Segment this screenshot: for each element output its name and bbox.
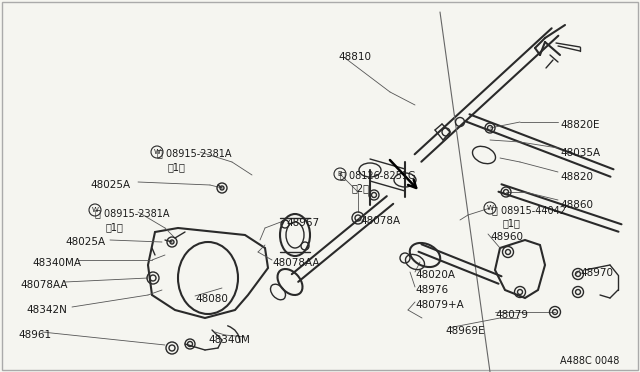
Text: W: W xyxy=(154,149,161,155)
Text: ⑗ 08915-2381A: ⑗ 08915-2381A xyxy=(157,148,232,158)
Text: 48969E: 48969E xyxy=(445,326,484,336)
Text: 48035A: 48035A xyxy=(560,148,600,158)
Text: 48342N: 48342N xyxy=(26,305,67,315)
Text: 48078AA: 48078AA xyxy=(272,258,319,268)
Text: （1）: （1） xyxy=(503,218,521,228)
Text: 48960: 48960 xyxy=(490,232,523,242)
Text: W: W xyxy=(92,207,99,213)
Text: 48810: 48810 xyxy=(338,52,371,62)
Text: （1）: （1） xyxy=(106,222,124,232)
Text: （1）: （1） xyxy=(168,162,186,172)
Text: 48340MA: 48340MA xyxy=(32,258,81,268)
Text: 48078AA: 48078AA xyxy=(20,280,67,290)
Text: ⑗ 08915-44042: ⑗ 08915-44042 xyxy=(492,205,566,215)
Text: 48820E: 48820E xyxy=(560,120,600,130)
Text: 48961: 48961 xyxy=(18,330,51,340)
Text: 48080: 48080 xyxy=(195,294,228,304)
Text: Ⓑ 08126-8251G: Ⓑ 08126-8251G xyxy=(340,170,415,180)
Text: A488C 0048: A488C 0048 xyxy=(560,356,620,366)
Text: 48079: 48079 xyxy=(495,310,528,320)
Text: 48340M: 48340M xyxy=(208,335,250,345)
Text: 48025A: 48025A xyxy=(90,180,130,190)
Text: 48079+A: 48079+A xyxy=(415,300,464,310)
Text: 48020A: 48020A xyxy=(415,270,455,280)
Text: B: B xyxy=(338,171,342,177)
Text: W: W xyxy=(486,205,493,211)
Text: 48967: 48967 xyxy=(286,218,319,228)
Text: 48976: 48976 xyxy=(415,285,448,295)
Text: ⑗ 08915-2381A: ⑗ 08915-2381A xyxy=(95,208,170,218)
Text: 48970: 48970 xyxy=(580,268,613,278)
Text: （2）: （2） xyxy=(352,183,370,193)
Text: 48860: 48860 xyxy=(560,200,593,210)
Text: 48820: 48820 xyxy=(560,172,593,182)
Text: 48025A: 48025A xyxy=(65,237,105,247)
Text: 48078A: 48078A xyxy=(360,216,400,226)
